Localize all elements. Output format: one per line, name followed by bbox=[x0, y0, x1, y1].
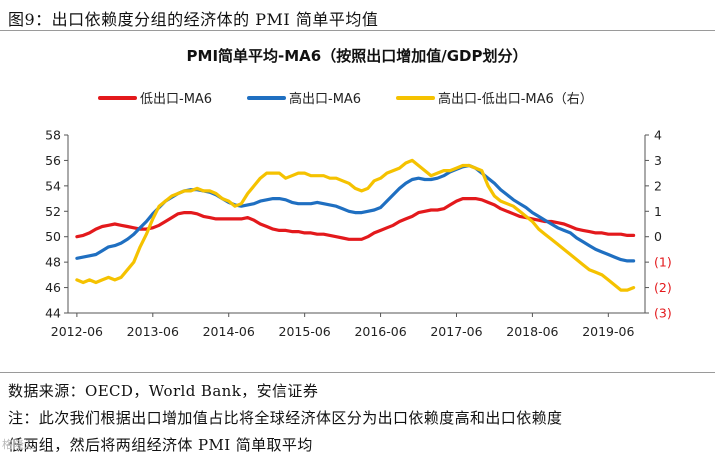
right-tick-label: 0 bbox=[654, 229, 662, 244]
x-tick-label: 2012-06 bbox=[51, 324, 103, 339]
source-note: 数据来源：OECD，World Bank，安信证券 bbox=[8, 382, 319, 400]
bottom-divider bbox=[0, 372, 715, 373]
top-divider bbox=[0, 30, 715, 31]
legend-label-2: 高出口-MA6 bbox=[289, 91, 361, 107]
chart-title: PMI简单平均-MA6（按照出口增加值/GDP划分） bbox=[187, 47, 528, 65]
x-tick-label: 2014-06 bbox=[203, 324, 255, 339]
right-tick-label: (2) bbox=[654, 280, 672, 295]
right-tick-label: 3 bbox=[654, 153, 662, 168]
legend-label-3: 高出口-低出口-MA6（右） bbox=[438, 91, 593, 107]
right-tick-label: 2 bbox=[654, 178, 662, 193]
chart-axes: 44 46 48 50 52 54 56 58 (3) (2) (1) 0 1 2 3 4 2012-06 201… bbox=[45, 128, 672, 340]
left-tick-label: 58 bbox=[45, 128, 61, 143]
right-tick-label: 1 bbox=[654, 204, 662, 219]
footnote-line-2: 低两组，然后将两组经济体 PMI 简单取平均 bbox=[8, 436, 313, 454]
legend-label-1: 低出口-MA6 bbox=[140, 92, 212, 107]
right-tick-label: 4 bbox=[654, 128, 662, 143]
series-line-3 bbox=[75, 158, 636, 292]
left-tick-label: 48 bbox=[45, 255, 61, 270]
left-tick-label: 44 bbox=[45, 306, 61, 321]
x-tick-label: 2015-06 bbox=[279, 324, 331, 339]
left-tick-label: 54 bbox=[45, 178, 61, 193]
x-tick-label: 2019-06 bbox=[582, 324, 634, 339]
x-tick-label: 2013-06 bbox=[127, 324, 179, 339]
series-line-1 bbox=[75, 197, 636, 241]
right-tick-label: (3) bbox=[654, 306, 672, 321]
figure-label: 图9：出口依赖度分组的经济体的 PMI 简单平均值 bbox=[8, 10, 379, 29]
chart-lines bbox=[75, 158, 636, 292]
left-tick-label: 46 bbox=[45, 280, 61, 295]
x-tick-label: 2018-06 bbox=[506, 324, 558, 339]
left-tick-label: 56 bbox=[45, 153, 61, 168]
chart-legend: 低出口-MA6 高出口-MA6 高出口-低出口-MA6（右） bbox=[98, 91, 593, 107]
watermark: 格隆汇 bbox=[2, 438, 35, 451]
left-tick-label: 50 bbox=[45, 229, 61, 244]
left-tick-label: 52 bbox=[45, 204, 61, 219]
x-tick-label: 2017-06 bbox=[430, 324, 482, 339]
x-tick-label: 2016-06 bbox=[354, 324, 406, 339]
series-line-2 bbox=[75, 163, 636, 263]
footnote-line-1: 注：此次我们根据出口增加值占比将全球经济体区分为出口依赖度高和出口依赖度 bbox=[8, 409, 563, 427]
pmi-line-chart: PMI简单平均-MA6（按照出口增加值/GDP划分） 低出口-MA6 高出口-MA… bbox=[45, 47, 672, 340]
right-tick-label: (1) bbox=[654, 255, 672, 270]
